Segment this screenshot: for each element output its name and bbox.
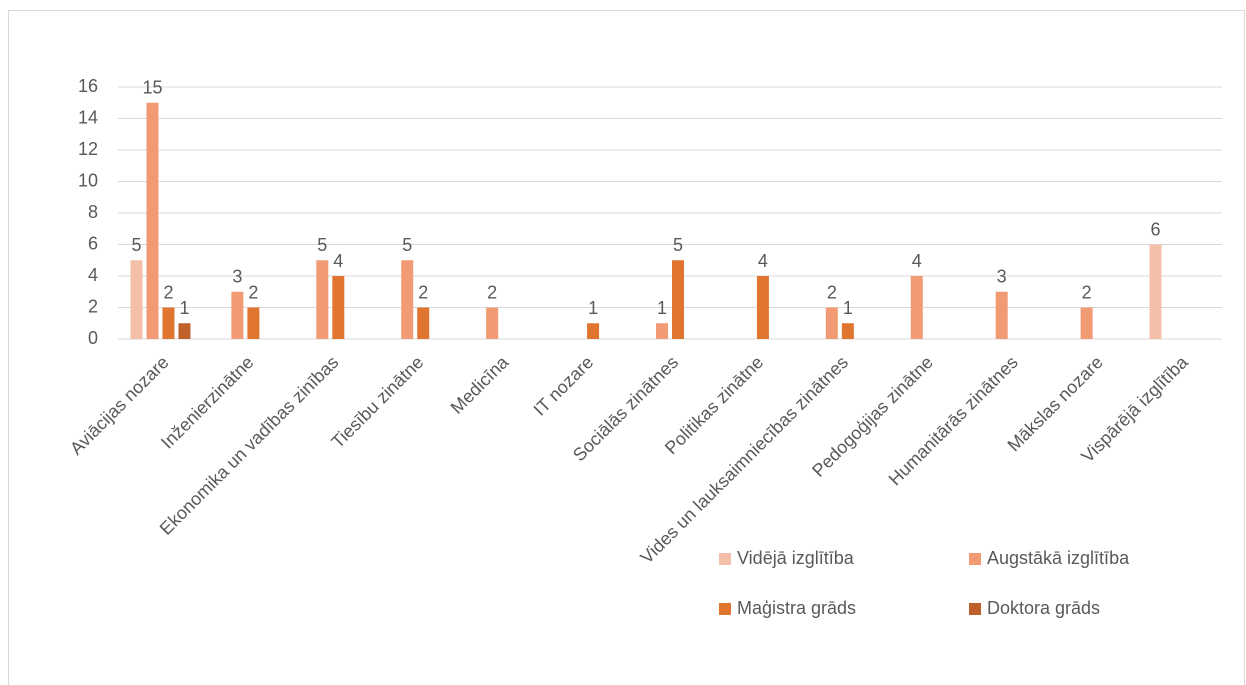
data-label: 4 xyxy=(912,251,922,271)
data-label: 2 xyxy=(1082,282,1092,302)
data-label: 4 xyxy=(758,251,768,271)
bar xyxy=(756,276,769,339)
y-tick-label: 6 xyxy=(88,233,98,253)
bar xyxy=(672,260,684,339)
bar xyxy=(1080,307,1093,339)
legend-label: Maģistra grāds xyxy=(737,598,856,618)
chart-frame xyxy=(8,10,1245,685)
bar xyxy=(417,307,430,339)
bar xyxy=(587,323,600,339)
data-label: 2 xyxy=(248,282,258,302)
y-tick-label: 4 xyxy=(88,265,98,285)
bar xyxy=(486,307,499,339)
data-label: 5 xyxy=(131,235,141,255)
data-label: 2 xyxy=(418,282,428,302)
data-label: 1 xyxy=(843,298,853,318)
legend-label: Augstākā izglītība xyxy=(987,548,1130,568)
data-label: 2 xyxy=(827,282,837,302)
data-label: 2 xyxy=(163,282,173,302)
data-label: 1 xyxy=(657,298,667,318)
data-label: 15 xyxy=(142,78,162,98)
bar xyxy=(825,307,838,339)
data-label: 5 xyxy=(402,235,412,255)
bar xyxy=(316,260,329,339)
bar xyxy=(178,323,191,339)
legend-swatch xyxy=(719,553,731,565)
y-tick-label: 2 xyxy=(88,296,98,316)
y-tick-label: 14 xyxy=(78,107,98,127)
legend-swatch xyxy=(969,603,981,615)
y-tick-label: 16 xyxy=(78,76,98,96)
bar xyxy=(231,291,244,339)
data-label: 1 xyxy=(588,298,598,318)
bar xyxy=(332,276,345,339)
data-label: 5 xyxy=(673,235,683,255)
bar xyxy=(401,260,414,339)
legend-label: Vidējā izglītība xyxy=(737,548,855,568)
y-tick-label: 0 xyxy=(88,328,98,348)
data-label: 6 xyxy=(1151,219,1161,239)
data-label: 1 xyxy=(179,298,189,318)
bar xyxy=(1149,244,1162,339)
legend-label: Doktora grāds xyxy=(987,598,1100,618)
legend-swatch xyxy=(719,603,731,615)
data-label: 5 xyxy=(317,235,327,255)
bar xyxy=(656,323,668,339)
bar xyxy=(162,307,175,339)
bar xyxy=(130,260,143,339)
data-label: 3 xyxy=(997,267,1007,287)
y-tick-label: 12 xyxy=(78,139,98,159)
bar xyxy=(247,307,260,339)
bar xyxy=(841,323,854,339)
y-tick-label: 8 xyxy=(88,202,98,222)
data-label: 2 xyxy=(487,282,497,302)
legend-swatch xyxy=(969,553,981,565)
data-label: 4 xyxy=(333,251,343,271)
bar xyxy=(910,276,923,339)
bar xyxy=(995,291,1008,339)
y-tick-label: 10 xyxy=(78,170,98,190)
bar xyxy=(146,102,159,339)
data-label: 3 xyxy=(232,267,242,287)
